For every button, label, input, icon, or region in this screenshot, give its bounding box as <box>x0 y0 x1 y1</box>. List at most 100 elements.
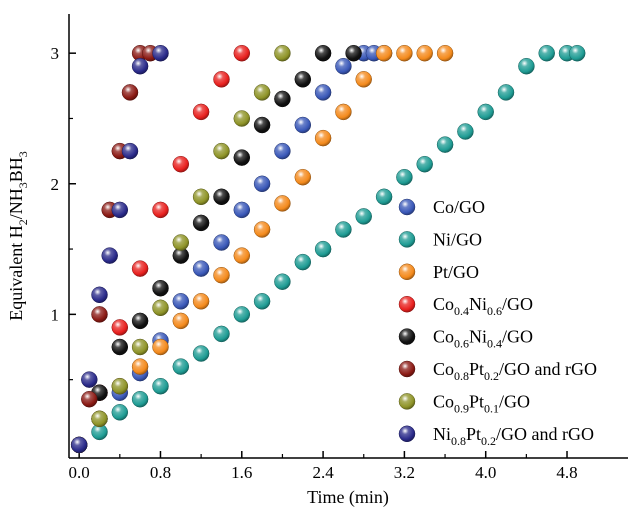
y-axis-title-mid: /NH <box>6 188 26 219</box>
x-axis-title: Time (min) <box>307 487 389 508</box>
data-point <box>396 44 413 62</box>
series-co06ni04_go <box>70 44 362 454</box>
data-points <box>70 44 586 454</box>
data-point <box>152 279 169 297</box>
legend-label: Co0.8Pt0.2/GO and rGO <box>433 359 597 383</box>
data-point <box>172 293 190 310</box>
data-point <box>131 57 149 75</box>
data-point <box>314 240 332 258</box>
data-point <box>111 404 129 421</box>
data-point <box>192 214 210 232</box>
data-point <box>111 319 129 336</box>
data-point <box>233 44 251 62</box>
data-point <box>172 358 190 375</box>
legend-label: Co0.9Pt0.1/GO <box>433 391 530 415</box>
data-point <box>192 103 210 121</box>
ticks: 0.0 0.8 1.6 2.4 3.2 4.0 4.8 1 2 3 <box>51 44 578 482</box>
data-point <box>253 221 271 238</box>
data-point <box>233 149 251 166</box>
legend-label: Co0.4Ni0.6/GO <box>433 294 533 318</box>
data-point <box>192 293 210 310</box>
x-tick-label: 2.4 <box>312 463 334 482</box>
data-point <box>213 234 230 251</box>
data-point <box>274 44 291 62</box>
legend-label: Ni0.8Pt0.2/GO and rGO <box>433 424 594 448</box>
x-tick-label: 0.8 <box>150 463 171 482</box>
legend-label: Pt/GO <box>433 262 479 282</box>
legend-item-pt_go: Pt/GO <box>398 262 479 282</box>
series-ni08pt02_go_rgo <box>70 44 169 454</box>
series-co04ni06_go <box>70 44 251 454</box>
data-point <box>375 44 393 62</box>
data-point <box>91 286 108 304</box>
legend-item-co06ni04_go: Co0.6Ni0.4/GO <box>398 327 533 351</box>
x-tick-label: 3.2 <box>394 463 415 482</box>
data-point <box>91 410 108 428</box>
data-point <box>192 345 210 362</box>
data-point <box>477 103 494 121</box>
series-ni_go <box>70 44 586 454</box>
data-point <box>416 44 433 62</box>
data-point <box>131 338 149 356</box>
legend-marker <box>398 295 416 313</box>
y-axis-title-tail: BH <box>6 157 26 182</box>
y-tick-label: 3 <box>51 44 60 63</box>
data-point <box>416 155 433 173</box>
data-point <box>314 44 332 62</box>
data-point <box>81 371 98 388</box>
data-point <box>253 175 271 193</box>
series-co09pt01_go <box>70 44 291 454</box>
data-point <box>131 312 149 330</box>
data-point <box>213 142 230 160</box>
data-point <box>152 201 169 219</box>
data-point <box>568 44 586 62</box>
data-point <box>538 44 555 62</box>
y-tick-label: 2 <box>51 175 60 194</box>
legend-marker <box>398 328 416 345</box>
data-point <box>111 377 129 395</box>
data-point <box>213 325 230 343</box>
data-point <box>91 306 108 323</box>
y-axis-title-sub3: 3 <box>16 151 30 157</box>
legend-marker <box>398 425 416 443</box>
data-point <box>396 168 413 186</box>
data-point <box>294 168 312 186</box>
legend-marker <box>398 198 416 216</box>
data-point <box>294 71 312 88</box>
data-point <box>213 71 230 88</box>
x-tick-label: 4.8 <box>556 463 577 482</box>
data-point <box>81 390 98 408</box>
data-point <box>101 247 118 264</box>
data-point <box>111 338 129 356</box>
legend-item-co09pt01_go: Co0.9Pt0.1/GO <box>398 391 530 415</box>
legend-label: Co/GO <box>433 197 485 217</box>
data-point <box>233 247 251 264</box>
data-point <box>436 136 454 153</box>
legend-marker <box>398 263 416 281</box>
data-point <box>111 201 129 219</box>
data-point <box>253 293 271 310</box>
data-point <box>355 208 372 225</box>
data-point <box>152 338 169 356</box>
data-point <box>70 436 88 454</box>
data-point <box>274 273 291 290</box>
legend-item-ni08pt02_go_rgo: Ni0.8Pt0.2/GO and rGO <box>398 424 594 448</box>
data-point <box>172 155 190 173</box>
data-point <box>355 71 372 88</box>
data-point <box>192 188 210 206</box>
data-point <box>233 306 251 323</box>
data-point <box>172 312 190 330</box>
data-point <box>233 110 251 127</box>
legend-marker <box>398 231 416 248</box>
data-point <box>294 253 312 271</box>
axes <box>68 14 628 459</box>
data-point <box>497 84 515 101</box>
data-point <box>274 90 291 108</box>
data-point <box>131 358 149 375</box>
data-point <box>314 129 332 147</box>
data-point <box>233 201 251 219</box>
series-pt_go <box>70 44 454 454</box>
data-point <box>121 142 139 160</box>
data-point <box>253 84 271 101</box>
